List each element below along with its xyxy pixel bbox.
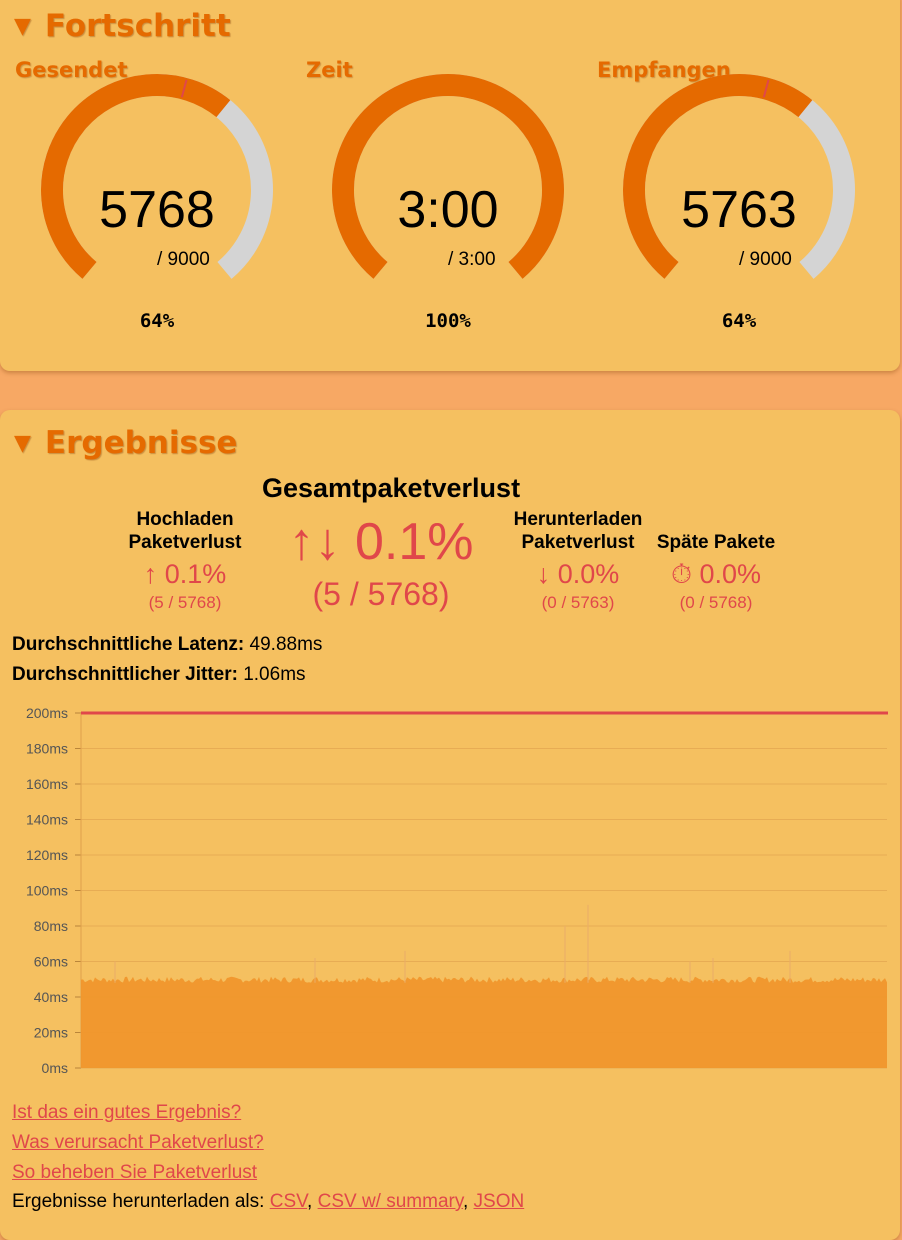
average-latency: Durchschnittliche Latenz: 49.88ms <box>12 634 322 656</box>
download-label: Ergebnisse herunterladen als: <box>12 1191 270 1212</box>
download-csv-link[interactable]: CSV <box>269 1191 308 1212</box>
download-results-line: Ergebnisse herunterladen als: CSV, CSV w… <box>12 1191 525 1212</box>
link-good-result[interactable]: Ist das ein gutes Ergebnis? <box>12 1102 242 1123</box>
gauge-fill <box>332 74 564 279</box>
chart-tick-label: 80ms <box>34 918 68 934</box>
upload-loss-value: ↑ 0.1% <box>143 559 227 589</box>
chart-tick-label: 200ms <box>26 705 68 721</box>
late-packets-value: ⏱ 0.0% <box>670 559 762 589</box>
chart-tick-label: 40ms <box>34 989 68 1005</box>
gauge-total: / 3:00 <box>448 249 496 270</box>
results-title: Ergebnisse <box>44 425 238 461</box>
received-gauge: Empfangen 5763 / 9000 64% <box>597 58 857 358</box>
gauge-label: Gesendet <box>15 58 128 82</box>
chart-tick-label: 120ms <box>26 847 68 863</box>
gauge-percent: 100% <box>425 310 471 332</box>
collapse-triangle-icon: ▼ <box>14 431 31 456</box>
average-jitter: Durchschnittlicher Jitter: 1.06ms <box>12 664 306 686</box>
gauge-ring <box>622 74 855 279</box>
link-good-result-wrap: Ist das ein gutes Ergebnis? <box>12 1102 241 1124</box>
progress-title: Fortschritt <box>44 8 231 44</box>
gauge-label: Empfangen <box>597 58 731 82</box>
chart-tick-label: 160ms <box>26 776 68 792</box>
link-packet-loss-causes[interactable]: Was verursacht Paketverlust? <box>12 1132 264 1153</box>
jitter-value: 1.06ms <box>237 664 306 685</box>
results-section-toggle[interactable]: ▼ Ergebnisse <box>14 425 237 461</box>
gauge-total: / 9000 <box>157 249 210 270</box>
link-fix-packet-loss[interactable]: So beheben Sie Paketverlust <box>12 1162 258 1183</box>
latency-value: 49.88ms <box>244 634 323 655</box>
download-loss-heading-line2: Paketverlust <box>521 532 635 553</box>
chart-tick-label: 140ms <box>26 812 68 828</box>
upload-loss-heading-line2: Paketverlust <box>128 532 242 553</box>
gauge-fill <box>622 74 813 279</box>
gauge-marker <box>180 79 188 98</box>
gauge-value: 3:00 <box>397 181 499 239</box>
results-panel <box>0 410 900 1240</box>
download-loss-heading: Herunterladen Paketverlust <box>500 508 656 554</box>
time-gauge: Zeit 3:00 / 3:00 100% <box>306 58 566 358</box>
latency-area <box>81 976 887 1068</box>
gauge-marker <box>762 79 770 98</box>
collapse-triangle-icon: ▼ <box>14 14 31 39</box>
gauge-fill <box>40 74 231 279</box>
gauge-value: 5763 <box>681 181 797 239</box>
gauge-ring <box>332 74 564 279</box>
download-loss-detail: (0 / 5763) <box>541 593 615 612</box>
download-json-link[interactable]: JSON <box>473 1191 525 1212</box>
total-loss-value: ↑↓ 0.1% <box>288 513 474 571</box>
latency-chart: 0ms 20ms 40ms 60ms 80ms 100ms 120ms 140ms 160ms 1… <box>26 705 888 1076</box>
chart-tick-label: 100ms <box>26 883 68 899</box>
download-loss-heading-line1: Herunterladen <box>513 509 643 530</box>
jitter-label: Durchschnittlicher Jitter: <box>12 664 238 685</box>
progress-section-toggle[interactable]: ▼ Fortschritt <box>14 8 231 44</box>
total-loss-heading: Gesamtpaketverlust <box>261 473 521 503</box>
link-fix-wrap: So beheben Sie Paketverlust <box>12 1162 257 1184</box>
gauge-total: / 9000 <box>739 249 792 270</box>
download-csv-summary-link[interactable]: CSV w/ summary <box>317 1191 463 1212</box>
chart-tick-label: 180ms <box>26 741 68 757</box>
upload-loss-heading-line1: Hochladen <box>136 509 234 530</box>
link-causes-wrap: Was verursacht Paketverlust? <box>12 1132 264 1154</box>
gauge-percent: 64% <box>139 310 175 332</box>
gauge-label: Zeit <box>306 58 353 82</box>
chart-tick-label: 20ms <box>34 1025 68 1041</box>
late-packets-detail: (0 / 5768) <box>679 593 753 612</box>
upload-loss-heading: Hochladen Paketverlust <box>110 508 260 554</box>
latency-label: Durchschnittliche Latenz: <box>12 634 245 655</box>
late-packets-heading: Späte Pakete <box>656 532 776 553</box>
gauge-ring <box>40 74 273 279</box>
sent-gauge: Gesendet 5768 / 9000 64% <box>15 58 275 358</box>
progress-panel: ▼ Fortschritt Gesendet 5768 / 9000 64% Ze… <box>0 0 900 371</box>
gauge-percent: 64% <box>721 310 757 332</box>
download-loss-value: ↓ 0.0% <box>536 559 620 589</box>
total-loss-detail: (5 / 5768) <box>312 576 450 612</box>
gauge-value: 5768 <box>99 181 215 239</box>
upload-loss-detail: (5 / 5768) <box>148 593 222 612</box>
chart-tick-label: 0ms <box>42 1060 68 1076</box>
chart-tick-label: 60ms <box>34 954 68 970</box>
